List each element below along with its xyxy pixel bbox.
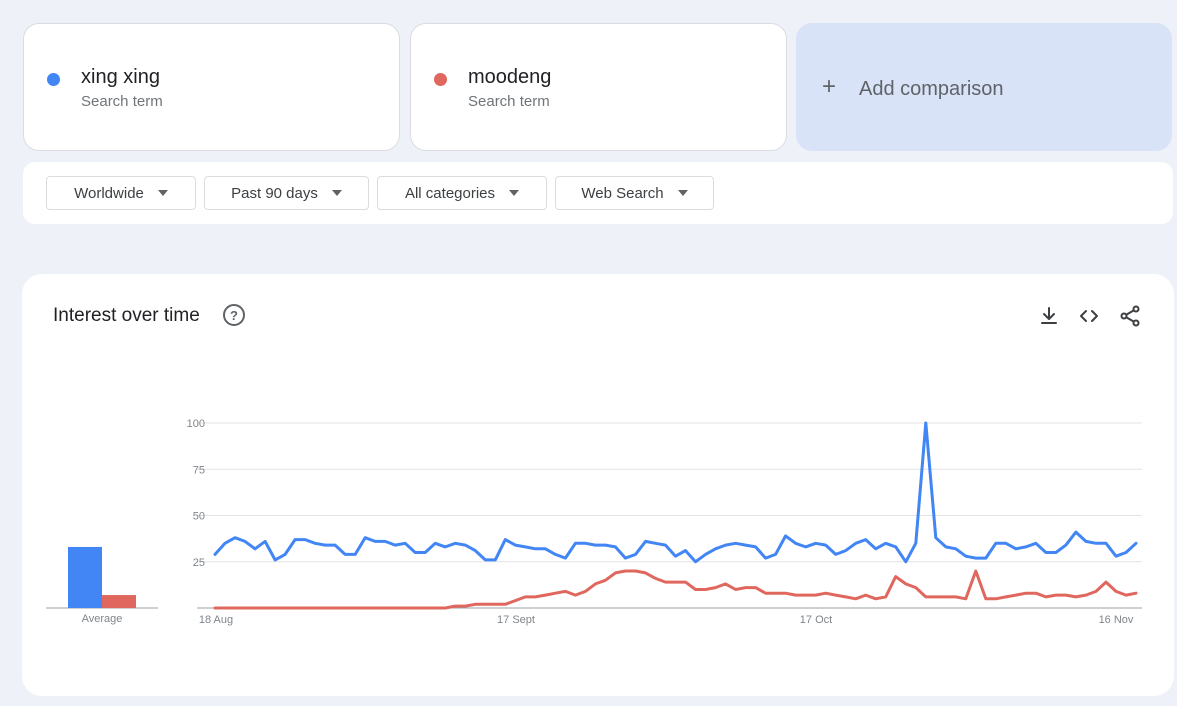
download-icon[interactable]: [1037, 304, 1061, 328]
term-subtitle: Search term: [468, 93, 550, 110]
y-tick-label: 75: [193, 464, 205, 476]
caret-down-icon: [157, 190, 168, 196]
y-tick-label: 100: [187, 418, 205, 430]
share-icon[interactable]: [1118, 304, 1142, 328]
caret-down-icon: [677, 190, 688, 196]
time-range-value: Past 90 days: [231, 184, 318, 202]
term-subtitle: Search term: [81, 93, 163, 110]
panel-title: Interest over time: [53, 305, 200, 326]
region-value: Worldwide: [74, 184, 144, 202]
term-card-1[interactable]: xing xing Search term: [23, 23, 400, 151]
x-tick-label: 17 Sept: [497, 614, 535, 626]
time-range-dropdown[interactable]: Past 90 days: [204, 176, 369, 210]
series-line-1: [213, 421, 1138, 564]
plus-icon: +: [822, 73, 837, 100]
y-tick-label: 25: [193, 557, 205, 569]
y-tick-label: 50: [193, 511, 205, 523]
term-card-2[interactable]: moodeng Search term: [410, 23, 787, 151]
add-comparison-label: Add comparison: [859, 78, 1004, 100]
category-value: All categories: [404, 184, 496, 202]
term-name: moodeng: [468, 66, 552, 88]
caret-down-icon: [509, 190, 520, 196]
search-property-dropdown[interactable]: Web Search: [555, 176, 714, 210]
average-bar: [102, 595, 136, 608]
average-label: Average: [82, 613, 123, 625]
x-tick-label: 18 Aug: [199, 614, 233, 626]
category-dropdown[interactable]: All categories: [377, 176, 547, 210]
embed-code-icon[interactable]: [1077, 304, 1101, 328]
search-property-value: Web Search: [581, 184, 664, 202]
series-color-dot: [434, 73, 447, 86]
interest-over-time-panel: Interest over time ? 25 50 75 100 18 Aug 17 S…: [22, 274, 1174, 696]
filter-bar: Worldwide Past 90 days All categories We…: [23, 162, 1173, 224]
x-tick-label: 16 Nov: [1099, 614, 1134, 626]
term-name: xing xing: [81, 66, 160, 88]
x-tick-label: 17 Oct: [800, 614, 832, 626]
help-icon[interactable]: ?: [223, 304, 245, 326]
caret-down-icon: [331, 190, 342, 196]
region-dropdown[interactable]: Worldwide: [46, 176, 196, 210]
series-color-dot: [47, 73, 60, 86]
add-comparison-button[interactable]: + Add comparison: [796, 23, 1172, 151]
average-bar: [68, 546, 102, 608]
series-line-2: [213, 569, 1138, 610]
interest-chart[interactable]: 25 50 75 100 18 Aug 17 Sept 17 Oct 16 Nov Averag…: [22, 274, 1174, 696]
